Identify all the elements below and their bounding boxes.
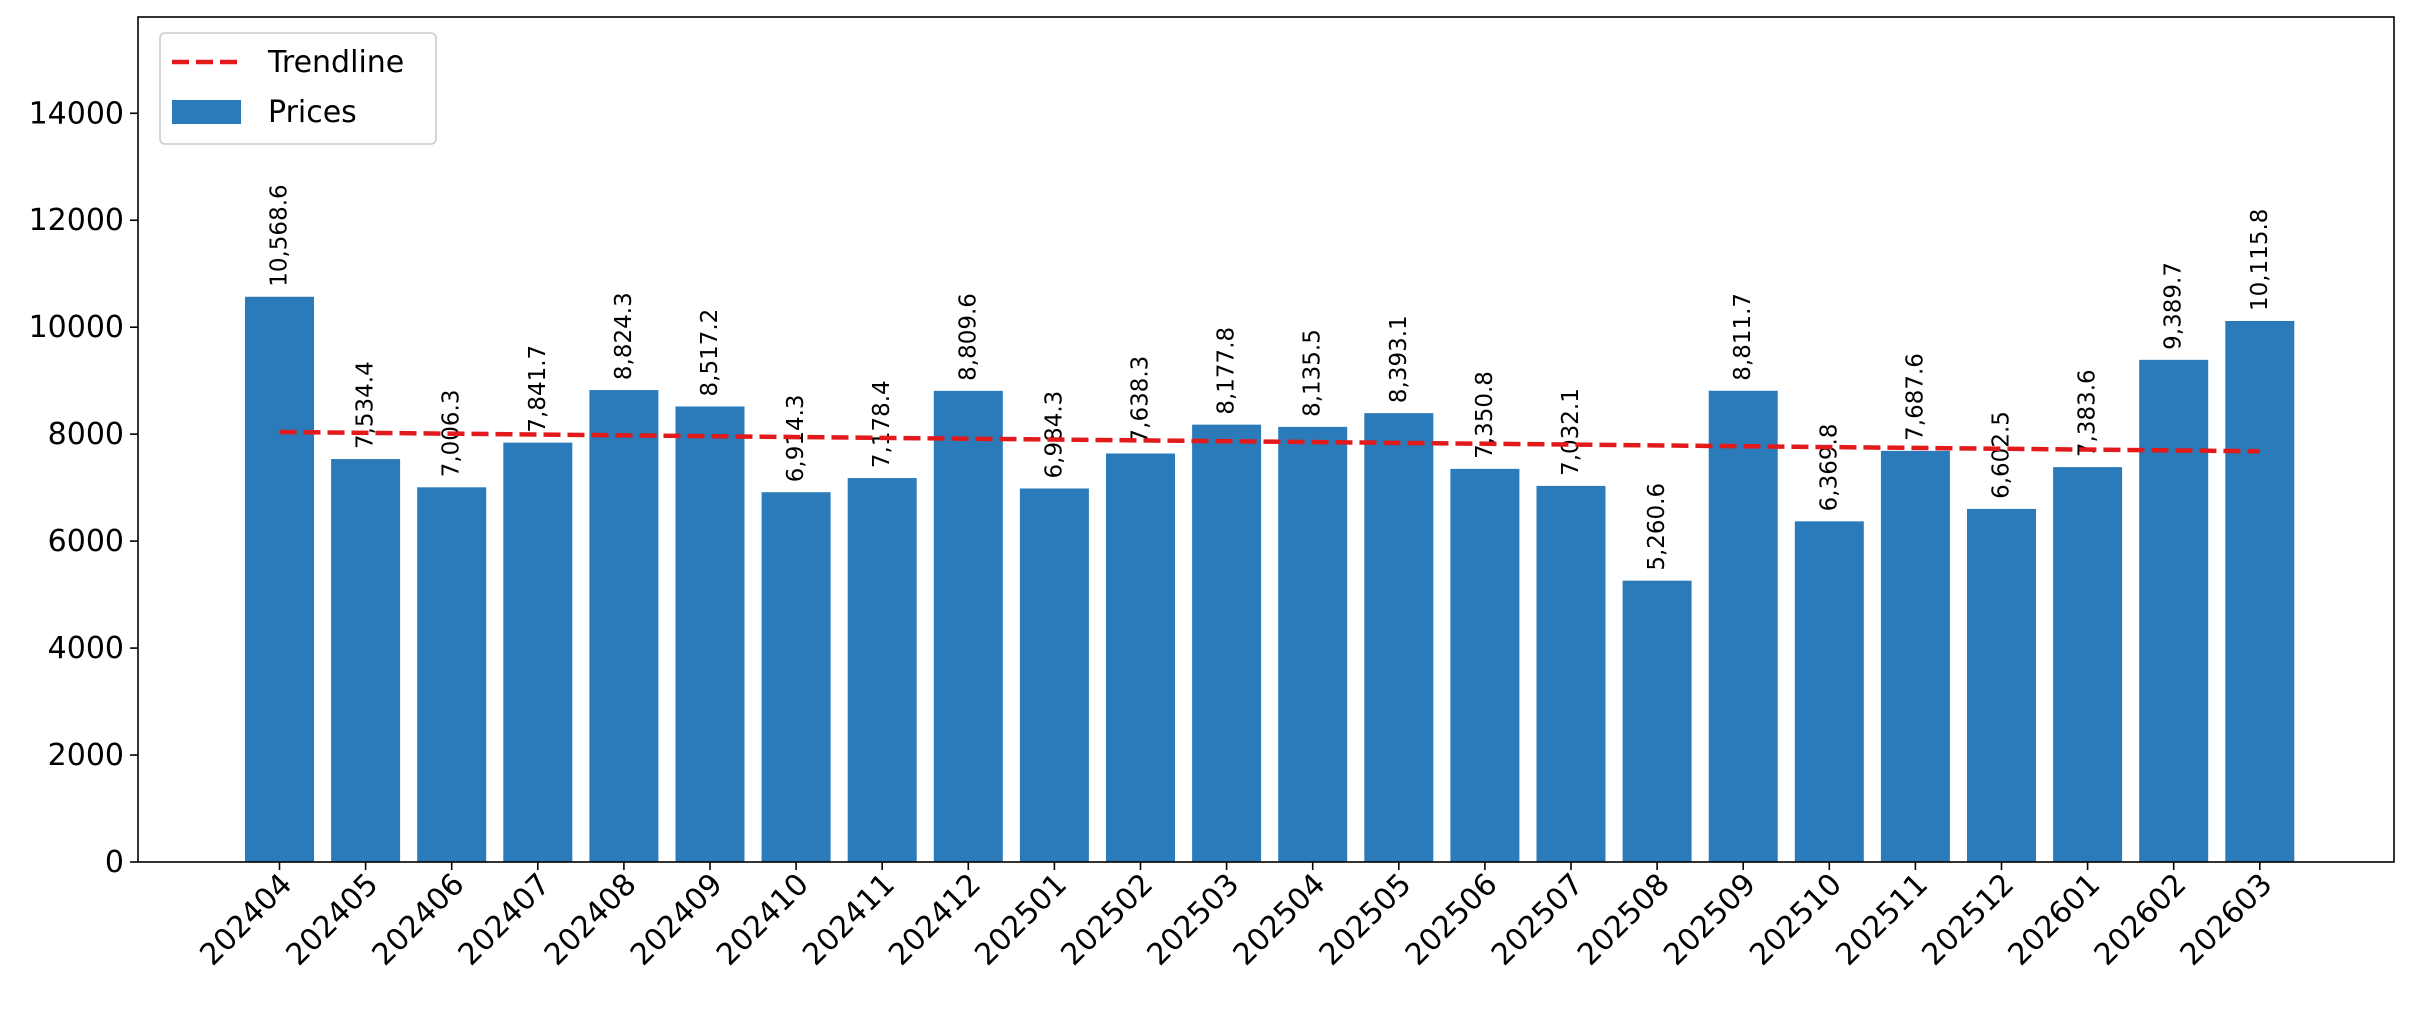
bar-202407 (503, 442, 573, 862)
x-tick-label-202407: 202407 (452, 867, 558, 973)
y-tick-label-0: 0 (105, 845, 124, 880)
data-label-202511: 7,687.6 (1902, 353, 1928, 441)
y-tick-label-2000: 2000 (48, 738, 124, 773)
data-label-202405: 7,534.4 (353, 361, 379, 449)
x-tick-label-202408: 202408 (538, 867, 644, 973)
data-label-202603: 10,115.8 (2247, 209, 2273, 311)
legend: Trendline Prices (159, 32, 437, 145)
bar-202503 (1192, 424, 1262, 862)
x-tick-label-202406: 202406 (366, 867, 472, 973)
data-label-202411: 7,178.4 (869, 380, 895, 468)
data-label-202412: 8,809.6 (955, 293, 981, 381)
data-label-202507: 7,032.1 (1558, 388, 1584, 476)
x-tick-label-202502: 202502 (1054, 867, 1160, 973)
x-tick-label-202511: 202511 (1829, 867, 1935, 973)
bar-202502 (1106, 453, 1175, 862)
bar-202602 (2139, 359, 2209, 862)
bar-202408 (589, 390, 659, 862)
bar-202404 (245, 296, 314, 862)
bar-202501 (1019, 488, 1089, 862)
x-tick-label-202505: 202505 (1313, 867, 1419, 973)
legend-prices-swatch (172, 100, 241, 124)
data-label-202512: 6,602.5 (1989, 411, 2015, 499)
bars-layer (245, 296, 2295, 862)
bar-202410 (761, 492, 831, 862)
x-tick-label-202602: 202602 (2088, 867, 2194, 973)
data-label-202504: 8,135.5 (1300, 329, 1326, 417)
x-tick-label-202411: 202411 (796, 867, 902, 973)
bar-202508 (1622, 580, 1692, 862)
bar-202504 (1278, 426, 1348, 862)
y-tick-label-4000: 4000 (48, 631, 124, 666)
y-tick-label-12000: 12000 (29, 203, 124, 238)
x-tick-label-202504: 202504 (1227, 867, 1333, 973)
x-tick-label-202603: 202603 (2174, 867, 2280, 973)
bar-202510 (1794, 521, 1864, 862)
data-label-202503: 8,177.8 (1214, 327, 1240, 415)
x-tick-label-202409: 202409 (624, 867, 730, 973)
x-tick-label-202601: 202601 (2002, 867, 2108, 973)
x-tick-label-202410: 202410 (710, 867, 816, 973)
data-labels-layer: 10,568.67,534.4 7,006.37,841.78,824.3 8,51… (267, 184, 2273, 570)
data-label-202508: 5,260.6 (1644, 483, 1670, 571)
x-tick-label-202404: 202404 (193, 867, 299, 973)
bar-202405 (331, 459, 401, 862)
bar-202409 (675, 406, 745, 862)
data-label-202601: 7,383.6 (2075, 369, 2101, 457)
y-tick-label-6000: 6000 (48, 524, 124, 559)
bar-202506 (1450, 468, 1520, 862)
x-tick-label-202503: 202503 (1141, 867, 1247, 973)
data-label-202505: 8,393.1 (1386, 315, 1412, 403)
x-tick-label-202508: 202508 (1571, 867, 1677, 973)
data-label-202409: 8,517.2 (697, 309, 723, 397)
bar-202603 (2225, 320, 2295, 862)
bar-202507 (1536, 485, 1606, 862)
data-label-202408: 8,824.3 (611, 292, 637, 380)
x-tick-label-202501: 202501 (968, 867, 1074, 973)
bar-202512 (1967, 508, 2036, 862)
data-label-202510: 6,369.8 (1816, 424, 1842, 512)
data-label-202602: 9,389.7 (2161, 262, 2187, 350)
x-tick-label-202412: 202412 (882, 867, 988, 973)
bar-202505 (1364, 413, 1434, 862)
data-label-202502: 7,638.3 (1128, 356, 1154, 444)
plot-frame (137, 16, 2395, 863)
x-tick-label-202405: 202405 (280, 867, 386, 973)
y-tick-label-10000: 10000 (29, 310, 124, 345)
data-label-202509: 8,811.7 (1730, 293, 1756, 381)
data-label-202404: 10,568.6 (267, 184, 293, 286)
y-tick-label-14000: 14000 (29, 96, 124, 131)
trendline-layer (279, 429, 2260, 454)
legend-trendline-label: Trendline (267, 45, 404, 80)
bar-202406 (417, 487, 487, 862)
data-label-202407: 7,841.7 (525, 345, 551, 433)
trendline (279, 429, 2260, 454)
bar-202411 (847, 478, 917, 862)
x-tick-label-202507: 202507 (1485, 867, 1591, 973)
x-tick-label-202506: 202506 (1399, 867, 1505, 973)
x-tick-label-202512: 202512 (1915, 867, 2021, 973)
bar-202511 (1880, 450, 1950, 862)
bar-202601 (2053, 467, 2123, 862)
data-label-202501: 6,984.3 (1041, 391, 1067, 479)
x-tick-label-202510: 202510 (1743, 867, 1849, 973)
x-tick-label-202509: 202509 (1657, 867, 1763, 973)
bar-202412 (933, 390, 1003, 862)
legend-prices-label: Prices (268, 95, 357, 130)
y-tick-label-8000: 8000 (48, 417, 124, 452)
bar-202509 (1708, 390, 1778, 862)
